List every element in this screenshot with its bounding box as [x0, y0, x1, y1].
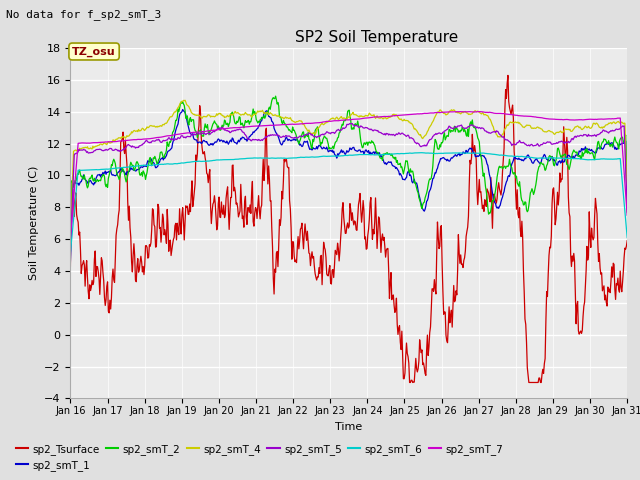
sp2_Tsurface	[406, 380, 413, 385]
sp2_smT_4	[67, 240, 74, 245]
sp2_smT_1	[434, 166, 442, 171]
Text: TZ_osu: TZ_osu	[72, 47, 116, 57]
sp2_smT_7	[417, 111, 424, 117]
sp2_smT_6	[191, 159, 198, 165]
sp2_smT_6	[220, 157, 228, 163]
X-axis label: Time: Time	[335, 421, 362, 432]
sp2_smT_2	[417, 204, 425, 209]
sp2_Tsurface	[67, 264, 74, 269]
Legend: sp2_Tsurface, sp2_smT_1, sp2_smT_2, sp2_smT_4, sp2_smT_5, sp2_smT_6, sp2_smT_7: sp2_Tsurface, sp2_smT_1, sp2_smT_2, sp2_…	[12, 439, 507, 475]
sp2_smT_5	[623, 206, 631, 212]
sp2_Tsurface	[504, 72, 512, 78]
sp2_smT_5	[417, 144, 425, 149]
sp2_smT_1	[191, 137, 199, 143]
Line: sp2_smT_6: sp2_smT_6	[70, 153, 627, 252]
sp2_smT_5	[434, 131, 442, 137]
sp2_smT_2	[623, 209, 631, 215]
Line: sp2_smT_5: sp2_smT_5	[70, 123, 627, 247]
sp2_smT_1	[67, 259, 74, 265]
Line: sp2_Tsurface: sp2_Tsurface	[70, 75, 627, 383]
sp2_smT_6	[77, 168, 84, 173]
sp2_smT_7	[433, 109, 440, 115]
sp2_smT_6	[134, 163, 141, 169]
sp2_Tsurface	[134, 256, 141, 262]
sp2_smT_1	[179, 107, 186, 112]
sp2_smT_4	[434, 109, 442, 115]
sp2_smT_5	[220, 126, 228, 132]
sp2_smT_4	[134, 129, 141, 134]
sp2_Tsurface	[220, 203, 228, 208]
sp2_smT_2	[67, 237, 74, 242]
Line: sp2_smT_7: sp2_smT_7	[70, 111, 627, 239]
sp2_smT_6	[67, 250, 74, 255]
sp2_smT_5	[134, 144, 141, 150]
sp2_smT_7	[77, 140, 84, 146]
sp2_smT_7	[220, 126, 228, 132]
sp2_smT_1	[77, 179, 84, 185]
sp2_smT_4	[221, 115, 228, 120]
Text: No data for f_sp2_smT_3: No data for f_sp2_smT_3	[6, 9, 162, 20]
sp2_Tsurface	[434, 219, 442, 225]
sp2_smT_4	[77, 146, 84, 152]
Line: sp2_smT_1: sp2_smT_1	[70, 109, 627, 262]
sp2_smT_6	[623, 235, 631, 240]
sp2_smT_4	[623, 199, 631, 205]
sp2_smT_6	[418, 150, 426, 156]
sp2_smT_5	[191, 131, 198, 137]
sp2_smT_1	[417, 201, 425, 207]
sp2_smT_7	[191, 130, 198, 135]
sp2_smT_1	[134, 167, 141, 173]
sp2_smT_6	[417, 150, 424, 156]
sp2_smT_1	[221, 139, 228, 144]
sp2_Tsurface	[77, 247, 84, 253]
sp2_smT_2	[434, 145, 442, 151]
Line: sp2_smT_2: sp2_smT_2	[70, 96, 627, 240]
Title: SP2 Soil Temperature: SP2 Soil Temperature	[295, 30, 458, 46]
sp2_smT_2	[77, 172, 84, 178]
sp2_smT_2	[134, 160, 141, 166]
sp2_smT_7	[476, 108, 483, 114]
sp2_smT_6	[434, 151, 442, 156]
sp2_smT_5	[77, 147, 84, 153]
sp2_smT_4	[181, 97, 189, 103]
sp2_smT_4	[417, 133, 425, 139]
Line: sp2_smT_4: sp2_smT_4	[70, 100, 627, 242]
sp2_Tsurface	[623, 238, 631, 243]
sp2_Tsurface	[417, 350, 425, 356]
sp2_smT_7	[67, 236, 74, 242]
sp2_smT_4	[191, 112, 199, 118]
sp2_smT_2	[272, 93, 280, 99]
sp2_smT_2	[191, 124, 198, 130]
sp2_smT_5	[67, 244, 74, 250]
sp2_Tsurface	[191, 190, 198, 195]
sp2_smT_2	[220, 122, 228, 128]
Y-axis label: Soil Temperature (C): Soil Temperature (C)	[29, 166, 38, 280]
sp2_smT_7	[134, 136, 141, 142]
sp2_smT_5	[348, 120, 355, 126]
sp2_smT_1	[623, 202, 631, 207]
sp2_smT_7	[623, 212, 631, 218]
